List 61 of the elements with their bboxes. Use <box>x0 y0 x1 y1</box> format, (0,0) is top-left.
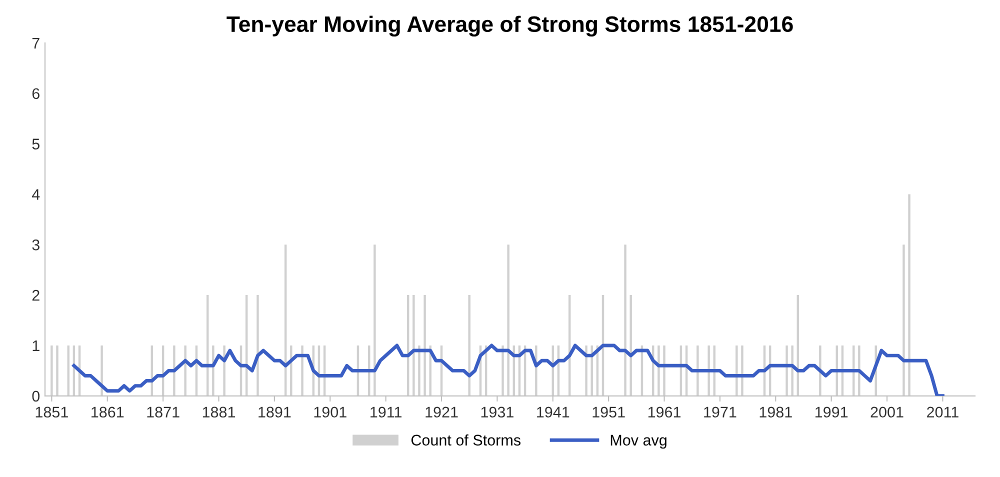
bar <box>212 345 214 396</box>
y-tick-label: 5 <box>32 138 40 150</box>
bar <box>908 194 910 396</box>
bar <box>290 345 292 396</box>
x-tick-label: 1871 <box>147 406 180 418</box>
y-tick-label: 6 <box>32 88 40 100</box>
bar <box>184 345 186 396</box>
x-tick-label: 1931 <box>481 406 514 418</box>
x-tick-label: 1981 <box>760 406 792 418</box>
bar <box>696 345 699 396</box>
bar <box>736 345 738 396</box>
x-tick-label: 1961 <box>648 406 681 418</box>
y-tick-label: 0 <box>32 390 40 402</box>
bar <box>374 244 376 396</box>
y-tick-label: 3 <box>32 240 40 250</box>
x-tick-label: 1901 <box>314 406 346 418</box>
bar <box>663 345 666 396</box>
bar <box>585 345 588 396</box>
bar <box>507 244 510 396</box>
bar <box>50 345 53 396</box>
y-tick-label: 4 <box>32 189 40 200</box>
bar <box>658 345 660 396</box>
legend-label: Count of Storms <box>411 434 520 446</box>
bar <box>256 295 259 396</box>
bar <box>502 345 504 396</box>
x-tick-label: 2001 <box>870 406 904 418</box>
x-tick-label: 1891 <box>258 406 291 418</box>
bar <box>418 345 420 396</box>
bar <box>902 244 905 396</box>
bar <box>819 345 822 396</box>
y-tick-label: 2 <box>32 290 40 301</box>
bar <box>412 295 415 396</box>
line-series <box>72 344 944 396</box>
bar <box>590 345 593 396</box>
bar <box>301 345 304 396</box>
y-tick-label: 1 <box>32 340 40 352</box>
x-tick-label: 1921 <box>426 406 458 418</box>
bar <box>791 345 794 396</box>
x-tick-label: 2011 <box>927 406 958 418</box>
y-tick-label: 7 <box>32 38 40 48</box>
bar <box>468 295 470 396</box>
bar <box>858 345 860 396</box>
x-tick-label: 1971 <box>704 406 736 418</box>
bar <box>100 345 103 396</box>
bar <box>173 345 176 396</box>
x-tick-label: 1851 <box>36 406 68 418</box>
legend-label: Mov avg <box>610 434 666 449</box>
bar <box>56 345 58 396</box>
bar <box>786 345 788 396</box>
x-tick-label: 1951 <box>592 406 625 418</box>
bar <box>630 295 632 396</box>
bar <box>624 244 626 396</box>
bar <box>708 345 710 396</box>
x-tick-label: 1881 <box>202 406 235 418</box>
bar <box>741 345 744 396</box>
chart-title: Ten-year Moving Average of Strong Storms 1851-2016 <box>226 16 793 37</box>
x-tick-label: 1941 <box>537 406 570 418</box>
x-tick-label: 1911 <box>370 406 402 418</box>
x-tick-label: 1991 <box>815 406 848 418</box>
x-tick-label: 1861 <box>92 406 124 418</box>
bar <box>424 295 426 396</box>
